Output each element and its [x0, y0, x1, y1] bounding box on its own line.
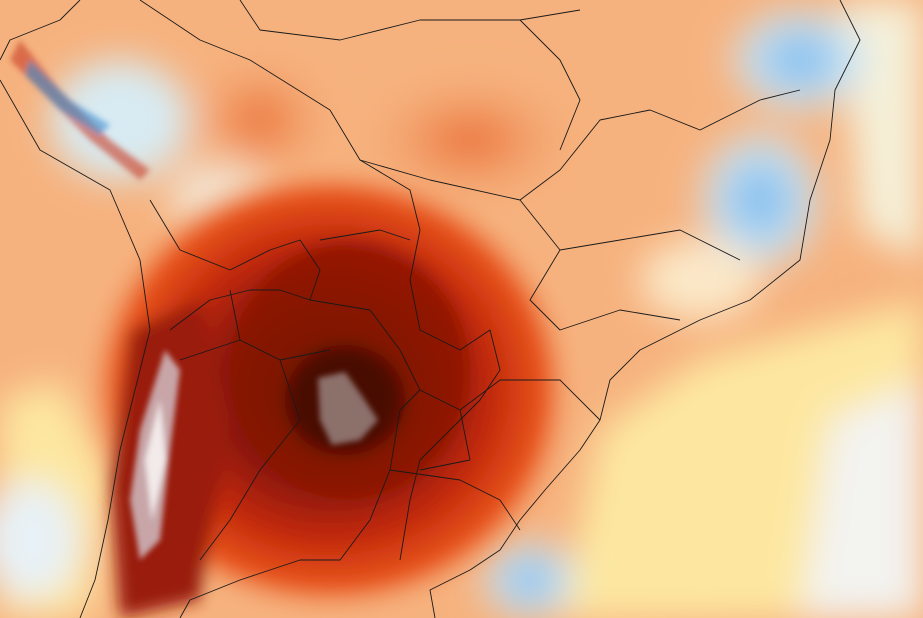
andes-streak [25, 60, 110, 135]
coastline [0, 0, 151, 618]
border [359, 89, 801, 331]
border [239, 0, 581, 151]
extreme-values [10, 40, 378, 560]
andes-white [145, 400, 166, 520]
andes-cool [50, 60, 190, 180]
cool-patch [720, 0, 880, 120]
warm-patch [180, 50, 340, 190]
border [179, 289, 331, 561]
coastline-east [429, 0, 861, 618]
border [149, 199, 321, 331]
ocean-pale [800, 380, 923, 618]
borders [0, 0, 861, 618]
pacific-pale [0, 480, 80, 600]
border [179, 229, 421, 618]
mild-patch [640, 240, 760, 320]
cool-patch [690, 120, 830, 280]
border [139, 0, 501, 561]
core-grey [318, 372, 378, 445]
border [389, 379, 601, 531]
